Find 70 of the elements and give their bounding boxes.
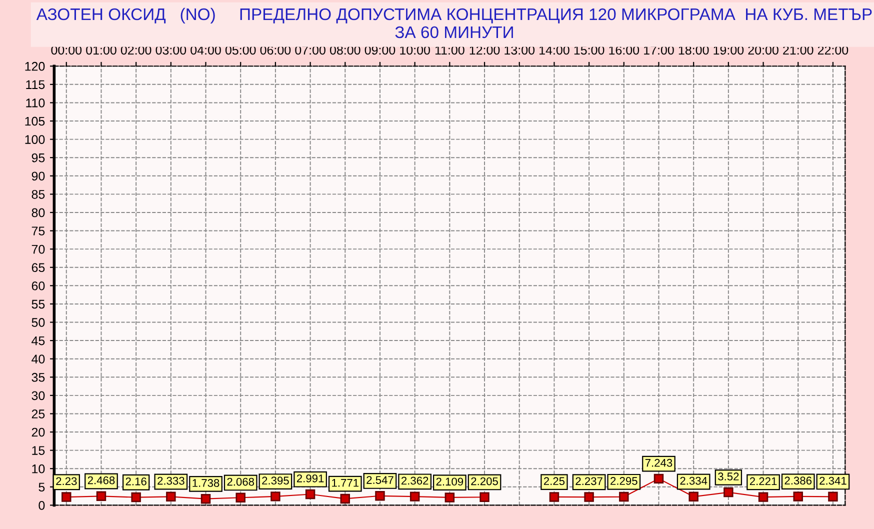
- y-tick-label: 80: [32, 208, 45, 218]
- y-tick-label: 105: [25, 116, 45, 126]
- point: [584, 492, 594, 502]
- y-tick-label: 0: [38, 500, 45, 510]
- data-label: 2.295: [610, 477, 638, 485]
- point: [305, 489, 316, 500]
- data-label: 2.221: [750, 477, 777, 486]
- point: [131, 492, 141, 502]
- data-label: 2.23: [56, 477, 77, 486]
- data-label: 1.738: [192, 479, 220, 487]
- y-tick-label: 50: [32, 318, 45, 327]
- data-label: 2.341: [820, 476, 846, 485]
- y-tick-label: 40: [32, 354, 45, 364]
- data-label: 2.395: [262, 476, 289, 485]
- point: [444, 492, 455, 502]
- y-tick-label: 120: [25, 62, 45, 71]
- data-label: 2.362: [401, 476, 428, 485]
- y-tick-label: 110: [26, 98, 45, 108]
- y-tick-label: 30: [32, 391, 45, 400]
- point: [480, 492, 490, 502]
- data-label: 3.52: [718, 472, 739, 480]
- point: [375, 491, 385, 501]
- data-label: 2.16: [126, 478, 146, 486]
- point: [410, 492, 420, 502]
- data-label: 2.237: [576, 477, 602, 486]
- y-tick-label: 115: [26, 80, 45, 90]
- y-tick-label: 100: [25, 135, 45, 144]
- point: [166, 492, 176, 502]
- y-tick-label: 25: [32, 410, 45, 418]
- chart-title: АЗОТЕН ОКСИД (NO) ПРЕДЕЛНО ДОПУСТИМА КОНЦЕНТРАЦИЯ 120 МИКРОГРАМА НА КУБ. МЕТЪР ЗА 60 МИНУТИ: [36, 8, 872, 38]
- point: [828, 492, 838, 502]
- y-tick-label: 90: [32, 172, 45, 181]
- point: [96, 491, 106, 502]
- y-tick-label: 65: [32, 263, 45, 272]
- data-label: 2.205: [471, 477, 498, 486]
- data-label: 1.771: [332, 479, 358, 487]
- y-tick-label: 70: [32, 244, 45, 254]
- data-label: 2.386: [784, 476, 812, 485]
- point: [549, 492, 560, 502]
- y-tick-label: 75: [32, 226, 45, 236]
- data-label: 7.243: [645, 458, 672, 467]
- y-tick-label: 20: [32, 428, 45, 437]
- data-label: 2.468: [88, 476, 115, 484]
- y-tick-label: 55: [32, 300, 45, 309]
- point: [270, 492, 280, 502]
- data-label: 2.991: [296, 474, 324, 482]
- data-label: 2.25: [544, 477, 565, 486]
- point: [688, 492, 698, 502]
- point: [200, 494, 211, 504]
- y-tick-label: 45: [32, 336, 45, 346]
- y-tick-label: 15: [32, 446, 45, 455]
- y-tick-label: 5: [38, 482, 45, 492]
- data-label: 2.068: [227, 478, 254, 486]
- y-tick-label: 60: [32, 281, 45, 290]
- point: [654, 474, 664, 484]
- y-tick-label: 95: [32, 153, 45, 162]
- data-label: 2.109: [436, 478, 464, 486]
- data-label: 2.547: [366, 476, 394, 484]
- point: [62, 492, 72, 502]
- point: [236, 492, 246, 502]
- point: [724, 487, 734, 498]
- point: [619, 492, 629, 502]
- point: [793, 492, 803, 502]
- data-label: 2.334: [680, 476, 708, 485]
- data-label: 2.333: [158, 476, 184, 485]
- y-tick-label: 10: [32, 464, 45, 474]
- y-tick-label: 35: [32, 372, 45, 382]
- point: [340, 494, 350, 504]
- y-tick-label: 85: [32, 190, 45, 199]
- point: [758, 492, 768, 502]
